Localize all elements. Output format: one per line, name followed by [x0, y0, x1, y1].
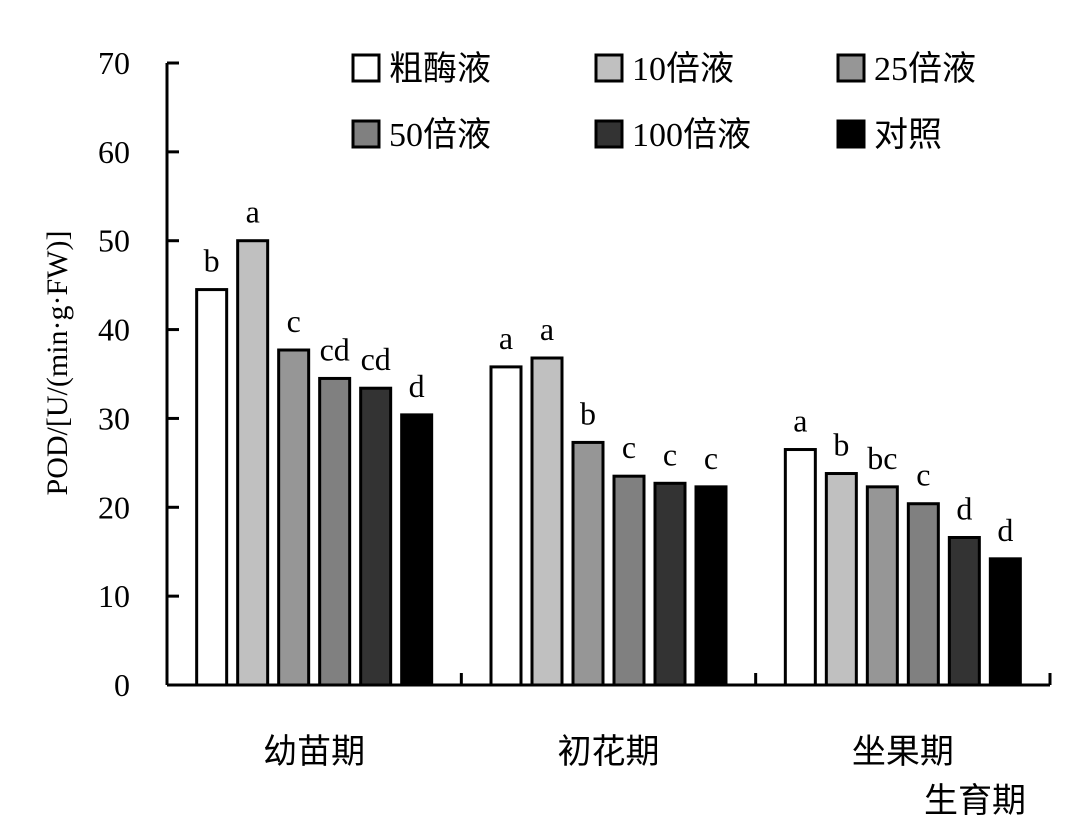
significance-letter: a: [499, 320, 513, 356]
legend-swatch: [594, 53, 624, 83]
y-axis: 0 10 20 30 40 50 60 70: [98, 45, 179, 703]
legend-label: 50倍液: [389, 116, 491, 154]
y-tick-label: 40: [98, 312, 130, 348]
bar: [489, 365, 523, 687]
legend-swatch: [594, 119, 624, 149]
significance-letter: b: [204, 243, 220, 279]
significance-letter: d: [956, 490, 972, 526]
significance-letter: d: [997, 512, 1013, 548]
y-tick-label: 0: [114, 667, 130, 703]
bar: [865, 485, 899, 687]
bar: [359, 386, 393, 687]
bar: [277, 348, 311, 687]
significance-letter: a: [793, 403, 807, 439]
y-tick-label: 50: [98, 223, 130, 259]
significance-letter: c: [663, 436, 677, 472]
legend: 粗酶液 10倍液 25倍液 50倍液 100倍液 对照: [351, 50, 976, 154]
y-tick-label: 20: [98, 489, 130, 525]
significance-letter: c: [622, 429, 636, 465]
x-axis-title: 生育期: [924, 782, 1026, 820]
bar: [653, 481, 687, 687]
bar: [988, 557, 1022, 687]
significance-letter: a: [246, 194, 260, 230]
bar: [236, 239, 270, 687]
bars: [195, 239, 1022, 687]
legend-label: 对照: [874, 116, 942, 154]
y-tick-label: 60: [98, 134, 130, 170]
significance-letter: b: [580, 395, 596, 431]
legend-swatch: [836, 53, 866, 83]
y-tick-label: 30: [98, 400, 130, 436]
y-tick-label: 70: [98, 45, 130, 81]
bar: [612, 474, 646, 687]
significance-letter: bc: [867, 440, 897, 476]
x-axis: 幼苗期 初花期 坐果期: [167, 673, 1052, 771]
bar: [906, 502, 940, 687]
significance-letter: cd: [320, 331, 350, 367]
legend-label: 100倍液: [632, 116, 751, 154]
x-category-label: 坐果期: [852, 734, 954, 771]
significance-letter: cd: [361, 341, 391, 377]
legend-swatch: [351, 53, 381, 83]
bar: [694, 485, 728, 687]
bar: [824, 472, 858, 687]
y-axis-title: POD/[U/(min·g·FW)]: [41, 231, 74, 496]
significance-letter: d: [409, 368, 425, 404]
significance-letter: a: [540, 311, 554, 347]
x-category-label: 幼苗期: [263, 733, 365, 771]
bar: [947, 535, 981, 687]
significance-letter: b: [833, 427, 849, 463]
legend-label: 粗酶液: [389, 50, 491, 88]
legend-label: 10倍液: [632, 50, 734, 88]
legend-label: 25倍液: [874, 50, 976, 88]
bar: [783, 448, 817, 687]
y-tick-label: 10: [98, 578, 130, 614]
bar: [195, 288, 229, 687]
bar: [318, 376, 352, 687]
bar: [530, 356, 564, 687]
x-category-label: 初花期: [558, 733, 660, 771]
significance-letter: c: [704, 440, 718, 476]
bar: [400, 413, 434, 687]
legend-swatch: [836, 119, 866, 149]
significance-letter: c: [916, 457, 930, 493]
bar: [571, 440, 605, 687]
significance-letter: c: [287, 303, 301, 339]
legend-swatch: [351, 119, 381, 149]
